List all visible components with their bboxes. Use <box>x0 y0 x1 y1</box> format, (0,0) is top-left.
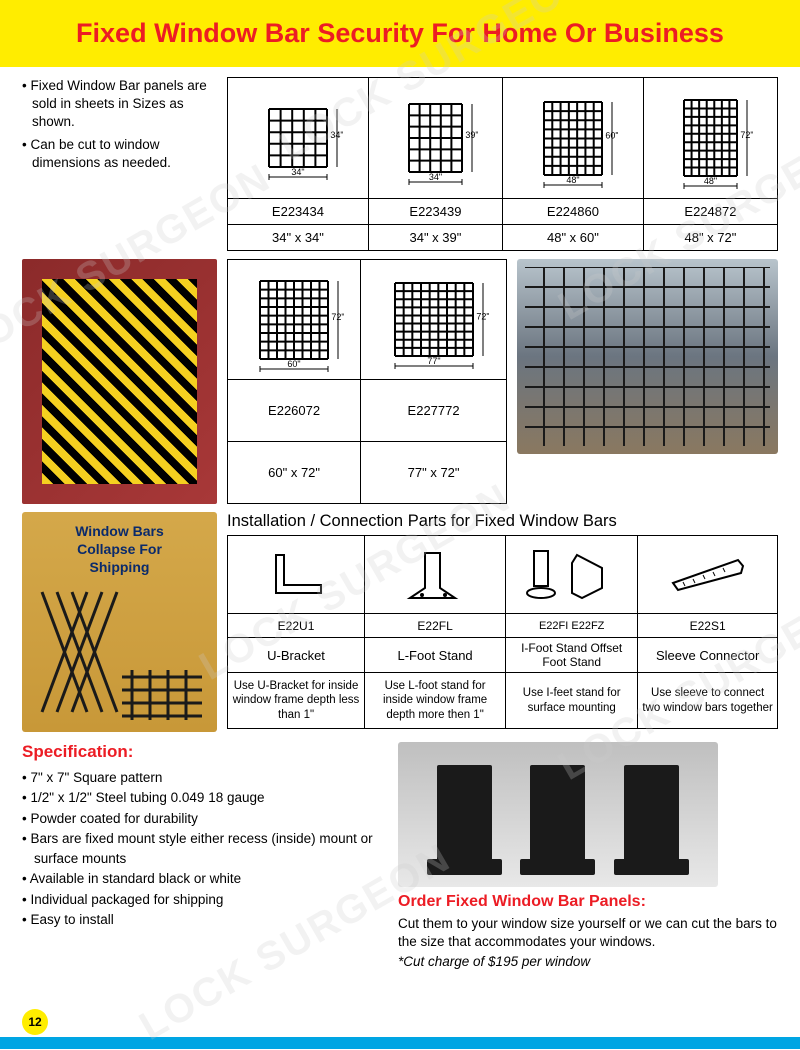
size-code: E224860 <box>502 199 643 225</box>
size-dim: 34" x 34" <box>228 225 369 251</box>
size-diagram: 60" 72" <box>228 260 361 380</box>
intro-bullets: Fixed Window Bar panels are sold in shee… <box>22 77 217 251</box>
part-image <box>638 536 778 614</box>
spec-item: Powder coated for durability <box>22 809 384 829</box>
size-diagram: 34" 39" <box>368 78 502 199</box>
spec-item: Bars are fixed mount style either recess… <box>22 829 384 870</box>
install-table: E22U1 E22FL E22FI E22FZ E22S1 U-Bracket … <box>227 535 778 729</box>
size-dim: 34" x 39" <box>368 225 502 251</box>
spec-list: 7" x 7" Square pattern 1/2" x 1/2" Steel… <box>22 768 384 930</box>
page-number: 12 <box>22 1009 48 1035</box>
size-code: E224872 <box>643 199 777 225</box>
part-desc: Use sleeve to connect two window bars to… <box>638 673 778 729</box>
header-band: Fixed Window Bar Security For Home Or Bu… <box>0 0 800 67</box>
part-name: L-Foot Stand <box>365 638 506 673</box>
order-body: Cut them to your window size yourself or… <box>398 915 778 951</box>
part-code: E22U1 <box>228 614 365 638</box>
photo-door-bars <box>22 259 217 504</box>
spec-item: Individual packaged for shipping <box>22 890 384 910</box>
part-code: E22FI E22FZ <box>506 614 638 638</box>
part-name: I-Foot Stand Offset Foot Stand <box>506 638 638 673</box>
size-code: E223434 <box>228 199 369 225</box>
part-desc: Use I-feet stand for surface mounting <box>506 673 638 729</box>
part-image <box>228 536 365 614</box>
spec-title: Specification: <box>22 742 384 762</box>
intro-bullet: Fixed Window Bar panels are sold in shee… <box>22 77 217 132</box>
specification: Specification: 7" x 7" Square pattern 1/… <box>22 742 384 972</box>
size-diagram: 48" 60" <box>502 78 643 199</box>
svg-text:72": 72" <box>740 130 753 140</box>
row2: 60"72" 77"72" E226072 E227772 60" x 72" … <box>22 259 778 504</box>
svg-text:77": 77" <box>427 356 440 366</box>
spec-item: 7" x 7" Square pattern <box>22 768 384 788</box>
size-diagram: 48" 72" <box>643 78 777 199</box>
size-table-bottom: 60"72" 77"72" E226072 E227772 60" x 72" … <box>227 259 507 504</box>
size-diagram: 34" 34" <box>228 78 369 199</box>
collapse-label: Window Bars Collapse For Shipping <box>22 522 217 577</box>
collapse-icon <box>32 582 207 722</box>
svg-text:39": 39" <box>465 130 478 140</box>
svg-text:48": 48" <box>566 175 579 185</box>
size-table-top: 34" 34" 34" 39" 48" 60" 48" 72" E223434 E223… <box>227 77 778 251</box>
svg-text:34": 34" <box>330 130 343 140</box>
part-desc: Use U-Bracket for inside window frame de… <box>228 673 365 729</box>
svg-text:34": 34" <box>291 167 304 177</box>
bracket-photo <box>398 742 718 887</box>
install-right: Installation / Connection Parts for Fixe… <box>227 512 778 732</box>
size-dim: 48" x 72" <box>643 225 777 251</box>
intro-row: Fixed Window Bar panels are sold in shee… <box>22 77 778 251</box>
footer-bar <box>0 1037 800 1049</box>
part-image <box>506 536 638 614</box>
spec-item: Easy to install <box>22 910 384 930</box>
size-code: E226072 <box>228 380 361 442</box>
size-dim: 48" x 60" <box>502 225 643 251</box>
collapse-photo: Window Bars Collapse For Shipping <box>22 512 217 732</box>
main-content: Fixed Window Bar panels are sold in shee… <box>0 67 800 972</box>
bottom-section: Specification: 7" x 7" Square pattern 1/… <box>22 742 778 972</box>
part-name: U-Bracket <box>228 638 365 673</box>
size-dim: 77" x 72" <box>361 442 507 504</box>
intro-bullet: Can be cut to window dimensions as neede… <box>22 136 217 172</box>
size-diagram: 77" 72" <box>361 260 507 380</box>
spec-item: 1/2" x 1/2" Steel tubing 0.049 18 gauge <box>22 788 384 808</box>
part-image <box>365 536 506 614</box>
order-cut-charge: *Cut charge of $195 per window <box>398 953 778 971</box>
part-code: E22S1 <box>638 614 778 638</box>
install-title: Installation / Connection Parts for Fixe… <box>227 512 778 531</box>
photo-window-bars <box>517 259 778 454</box>
row2-right: 60"72" 77"72" E226072 E227772 60" x 72" … <box>227 259 778 504</box>
part-name: Sleeve Connector <box>638 638 778 673</box>
svg-text:60": 60" <box>605 130 618 140</box>
size-code: E227772 <box>361 380 507 442</box>
svg-text:72": 72" <box>476 312 489 322</box>
svg-text:72": 72" <box>331 312 344 322</box>
size-code: E223439 <box>368 199 502 225</box>
install-section: Window Bars Collapse For Shipping Instal… <box>22 512 778 732</box>
part-code: E22FL <box>365 614 506 638</box>
page-title: Fixed Window Bar Security For Home Or Bu… <box>0 18 800 49</box>
order-side: Order Fixed Window Bar Panels: Cut them … <box>398 742 778 972</box>
order-title: Order Fixed Window Bar Panels: <box>398 893 778 911</box>
size-dim: 60" x 72" <box>228 442 361 504</box>
spec-item: Available in standard black or white <box>22 869 384 889</box>
svg-text:60": 60" <box>287 359 300 369</box>
part-desc: Use L-foot stand for inside window frame… <box>365 673 506 729</box>
svg-text:34": 34" <box>429 172 442 182</box>
svg-text:48": 48" <box>704 176 717 186</box>
